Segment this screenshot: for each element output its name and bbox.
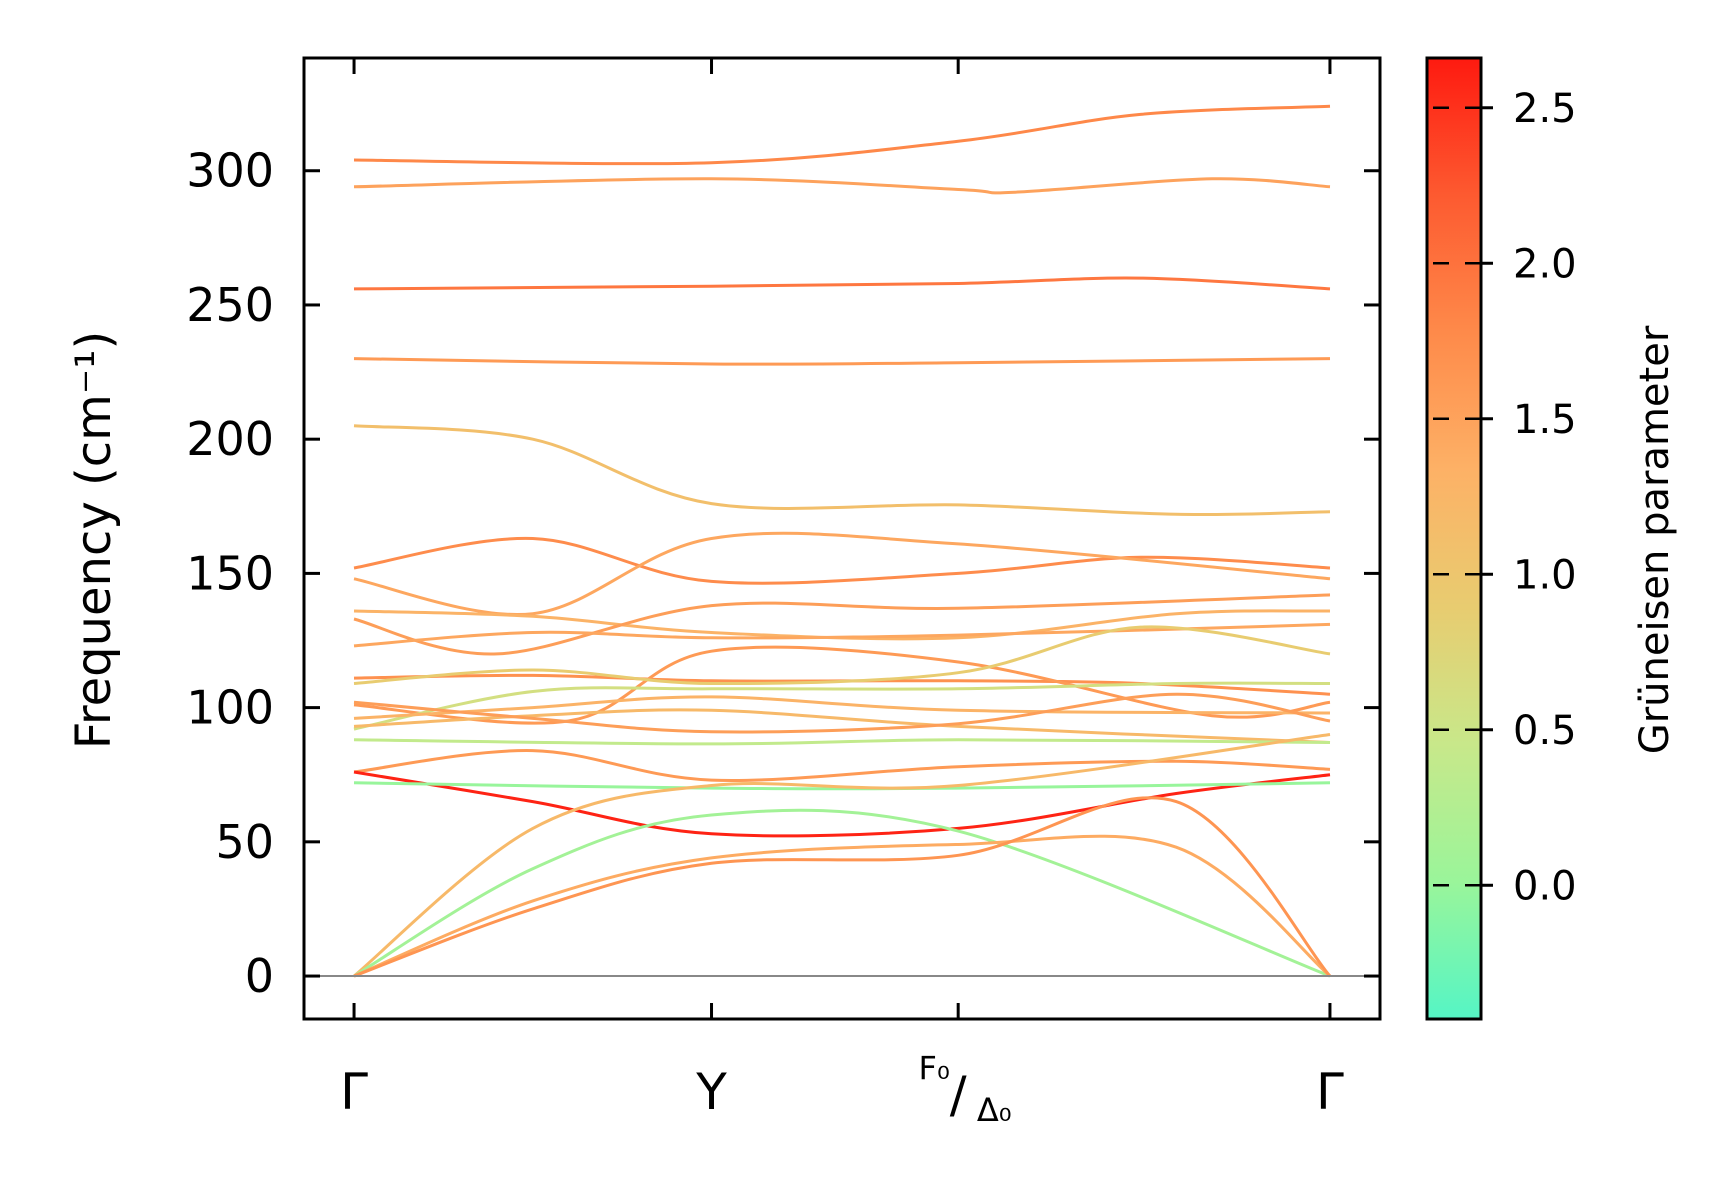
y-tick-label: 0 — [245, 949, 274, 1003]
band-line-0 — [353, 104, 1331, 166]
x-tick-label-numerator: F₀ — [919, 1049, 950, 1087]
colorbar-tick-label: 2.5 — [1513, 86, 1577, 132]
y-tick-label: 100 — [186, 681, 274, 735]
band-line-22 — [353, 808, 1331, 978]
band-line-13 — [353, 681, 1331, 731]
band-line-18 — [353, 749, 1331, 782]
colorbar-gradient — [1427, 58, 1481, 1019]
colorbar-tick-label: 1.0 — [1513, 552, 1577, 598]
colorbar-frame — [1425, 56, 1483, 1021]
colorbar-tick-label: 2.0 — [1513, 241, 1577, 287]
band-line-23 — [353, 834, 1331, 978]
y-tick-label: 200 — [186, 412, 274, 466]
band-line-12 — [353, 625, 1331, 686]
x-tick-label-denominator: Δ₀ — [977, 1091, 1012, 1129]
x-tick-label: Γ — [1316, 1063, 1344, 1121]
colorbar-tick-label: 0.0 — [1513, 863, 1577, 909]
band-line-17 — [353, 738, 1331, 746]
colorbar-tick-label: 1.5 — [1513, 397, 1577, 443]
band-line-24 — [353, 796, 1332, 978]
band-curves — [353, 104, 1332, 978]
x-tick-label: Γ — [340, 1063, 368, 1121]
band-line-9 — [353, 622, 1331, 648]
band-line-11 — [353, 645, 1331, 725]
y-tick-label: 50 — [215, 815, 274, 869]
colorbar: 0.0 0.5 1.0 1.5 2.0 2.5 — [1425, 56, 1577, 1021]
y-axis-title: Frequency (cm⁻¹) — [66, 331, 122, 749]
band-line-19 — [353, 770, 1331, 838]
band-line-5 — [353, 536, 1331, 585]
band-line-21 — [353, 733, 1331, 978]
band-line-2 — [353, 276, 1331, 291]
band-line-4 — [353, 424, 1331, 517]
colorbar-tick-label: 0.5 — [1513, 708, 1577, 754]
x-tick-label-slash: / — [950, 1066, 967, 1124]
band-line-6 — [353, 531, 1331, 617]
band-line-3 — [353, 357, 1331, 366]
y-tick-label: 150 — [186, 546, 274, 600]
colorbar-title: Grüneisen parameter — [1632, 325, 1678, 754]
x-tick-label: Y — [695, 1063, 727, 1121]
y-tick-label: 300 — [186, 144, 274, 198]
axes: 0 50 100 150 200 250 300 Γ Y F₀ / Δ₀ Γ — [186, 56, 1382, 1129]
band-line-16 — [353, 692, 1331, 734]
band-line-8 — [353, 593, 1331, 656]
y-tick-label: 250 — [186, 278, 274, 332]
plot-frame — [302, 56, 1382, 1021]
band-line-14 — [353, 695, 1331, 720]
band-line-1 — [353, 177, 1331, 195]
band-line-15 — [353, 708, 1331, 744]
band-line-20 — [353, 781, 1331, 791]
